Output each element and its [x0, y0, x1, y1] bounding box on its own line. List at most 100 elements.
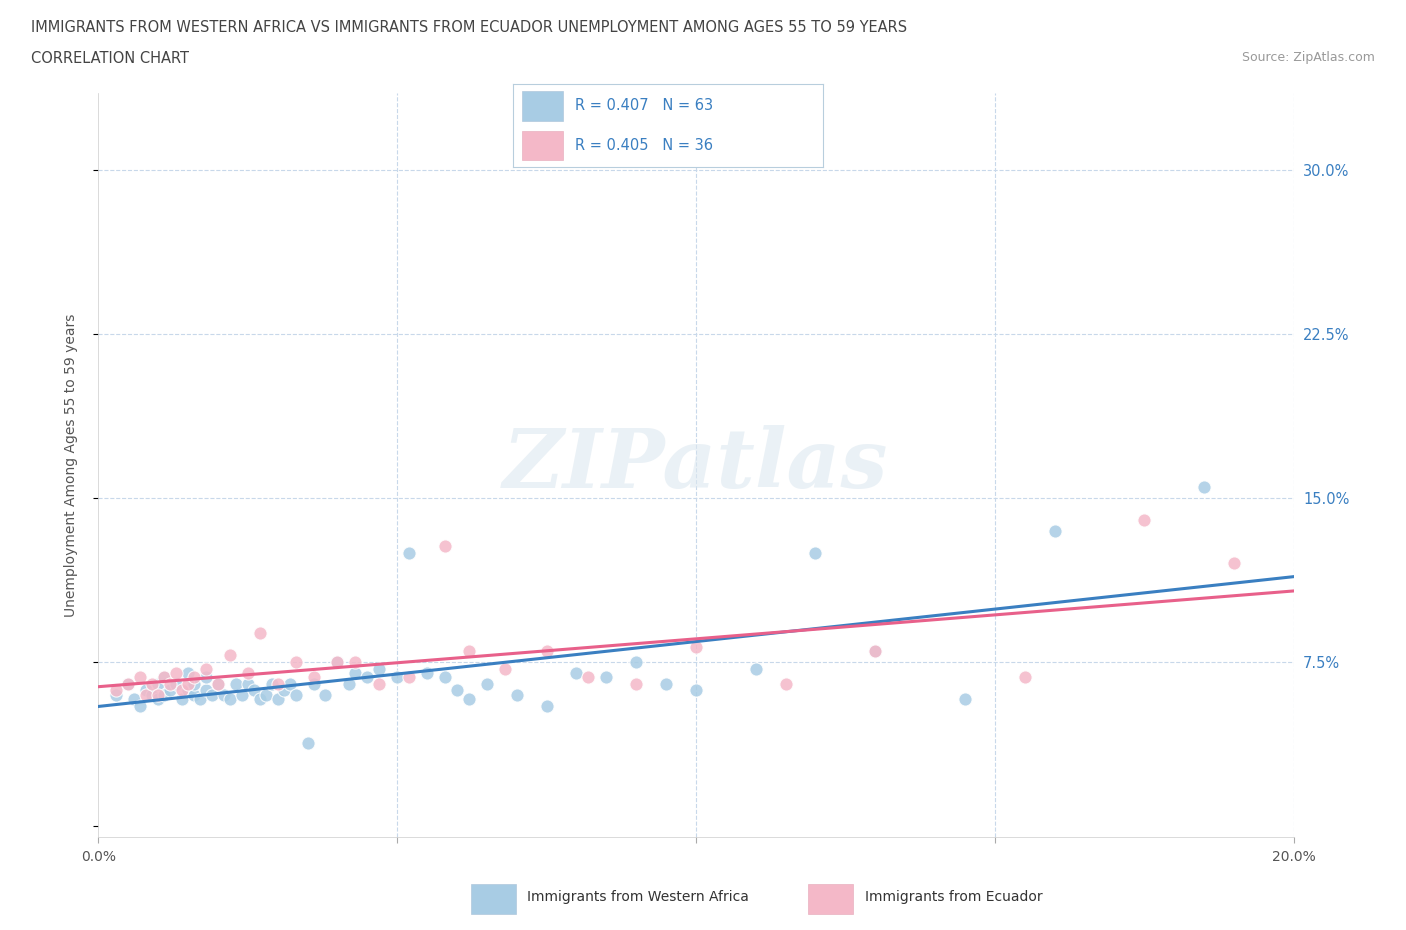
Point — [565, 666, 588, 681]
Point — [315, 687, 337, 702]
Point — [212, 687, 235, 702]
Point — [254, 687, 277, 702]
Point — [326, 655, 349, 670]
Text: Immigrants from Ecuador: Immigrants from Ecuador — [865, 890, 1042, 905]
Point — [536, 644, 558, 658]
Point — [865, 644, 887, 658]
Point — [172, 692, 194, 707]
Point — [458, 692, 481, 707]
Point — [1133, 512, 1156, 527]
Point — [506, 687, 529, 702]
Point — [260, 676, 283, 691]
Point — [183, 670, 205, 684]
Point — [236, 676, 259, 691]
Point — [655, 676, 678, 691]
Point — [177, 683, 200, 698]
Text: R = 0.405   N = 36: R = 0.405 N = 36 — [575, 138, 713, 153]
Point — [1223, 556, 1246, 571]
Point — [1014, 670, 1036, 684]
Point — [284, 687, 307, 702]
Point — [344, 655, 367, 670]
Point — [273, 683, 295, 698]
Point — [159, 683, 181, 698]
Point — [249, 692, 271, 707]
Point — [626, 676, 648, 691]
Point — [159, 676, 181, 691]
Point — [356, 670, 378, 684]
Point — [141, 687, 163, 702]
Point — [267, 676, 290, 691]
Point — [207, 676, 229, 691]
Point — [135, 687, 157, 702]
Point — [243, 683, 266, 698]
Point — [278, 676, 301, 691]
Point — [153, 670, 176, 684]
Text: CORRELATION CHART: CORRELATION CHART — [31, 51, 188, 66]
Point — [124, 692, 146, 707]
Point — [195, 670, 218, 684]
Point — [302, 676, 325, 691]
Point — [148, 687, 170, 702]
Point — [177, 666, 200, 681]
Point — [297, 736, 319, 751]
Point — [117, 676, 139, 691]
Point — [1192, 480, 1215, 495]
Point — [105, 683, 128, 698]
Point — [458, 644, 481, 658]
Point — [141, 676, 163, 691]
Point — [368, 661, 391, 676]
Point — [626, 655, 648, 670]
Point — [775, 676, 797, 691]
Point — [236, 666, 259, 681]
Point — [153, 687, 176, 702]
Point — [434, 670, 457, 684]
Point — [344, 666, 367, 681]
Point — [267, 692, 290, 707]
Point — [201, 687, 224, 702]
Point — [195, 683, 218, 698]
Point — [284, 655, 307, 670]
Point — [385, 670, 409, 684]
Point — [165, 676, 187, 691]
Text: Immigrants from Western Africa: Immigrants from Western Africa — [527, 890, 749, 905]
Text: R = 0.407   N = 63: R = 0.407 N = 63 — [575, 99, 713, 113]
Point — [231, 687, 253, 702]
Bar — [523, 130, 562, 160]
Point — [165, 666, 187, 681]
Point — [105, 687, 128, 702]
Point — [135, 683, 157, 698]
Point — [953, 692, 976, 707]
Point — [368, 676, 391, 691]
Point — [685, 683, 707, 698]
Point — [177, 676, 200, 691]
Point — [302, 670, 325, 684]
Point — [398, 545, 420, 560]
Point — [183, 687, 205, 702]
Point — [225, 676, 247, 691]
Point — [207, 676, 229, 691]
Y-axis label: Unemployment Among Ages 55 to 59 years: Unemployment Among Ages 55 to 59 years — [63, 313, 77, 617]
Point — [1043, 524, 1066, 538]
Point — [148, 676, 170, 691]
Point — [172, 683, 194, 698]
Point — [865, 644, 887, 658]
Point — [117, 676, 139, 691]
Point — [494, 661, 516, 676]
Point — [595, 670, 617, 684]
Point — [195, 661, 218, 676]
Point — [804, 545, 827, 560]
Point — [339, 676, 360, 691]
Point — [148, 692, 170, 707]
Point — [416, 666, 439, 681]
Point — [183, 676, 205, 691]
Text: Source: ZipAtlas.com: Source: ZipAtlas.com — [1241, 51, 1375, 64]
Point — [536, 698, 558, 713]
Bar — [523, 91, 562, 121]
Point — [188, 692, 211, 707]
Point — [434, 538, 457, 553]
Point — [129, 670, 152, 684]
Point — [219, 692, 242, 707]
Point — [745, 661, 768, 676]
Point — [153, 670, 176, 684]
Point — [446, 683, 468, 698]
